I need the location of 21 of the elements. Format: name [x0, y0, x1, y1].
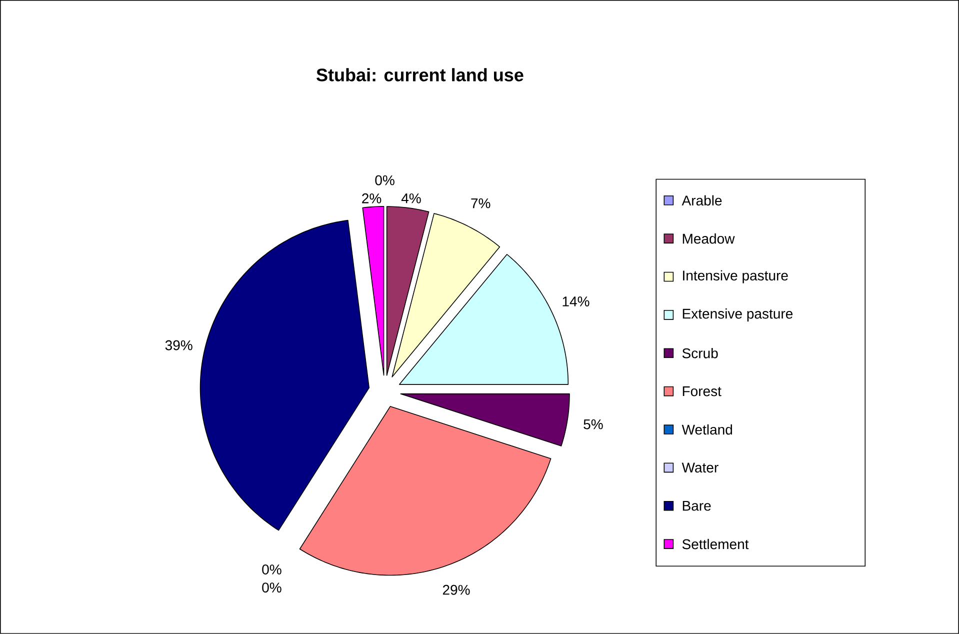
legend-label: Intensive pasture [683, 270, 788, 284]
legend-label: Extensive pasture [682, 308, 793, 322]
legend-label: Bare [682, 501, 711, 511]
text: 0% [262, 564, 282, 574]
data-label: 2% [362, 193, 382, 204]
data-label: 14% [562, 296, 590, 306]
legend-label: Wetland [682, 424, 732, 435]
data-label: 39% [165, 340, 192, 350]
data-label: 7% [471, 198, 490, 208]
legend-label: Forest [682, 386, 722, 396]
legend-label: Scrub [682, 348, 718, 358]
data-label: 4% [401, 193, 421, 204]
legend-label: Settlement [682, 538, 749, 550]
text: 0% [262, 582, 282, 593]
legend-label: Water [682, 462, 718, 473]
data-label: 5% [584, 419, 603, 430]
text: 0% [375, 175, 394, 186]
chart-title: Stubai: current land use [316, 68, 524, 82]
legend-label: Meadow [682, 233, 735, 244]
legend-label: Arable [682, 195, 722, 206]
data-label: 29% [442, 584, 470, 595]
